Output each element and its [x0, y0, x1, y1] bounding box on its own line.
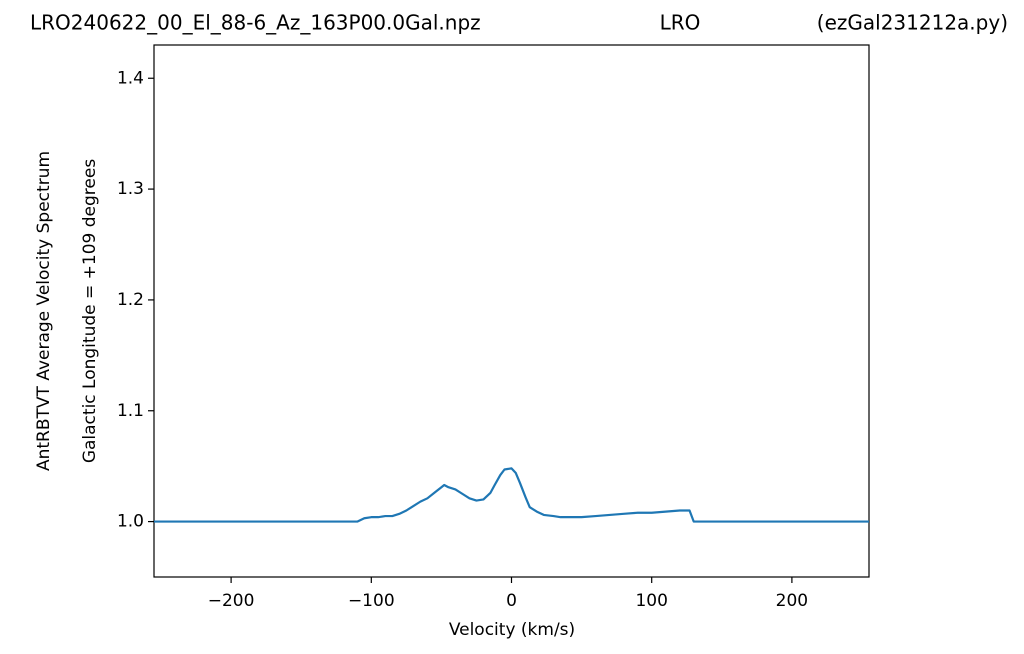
x-tick-label: 0 [506, 591, 517, 611]
y-tick-label: 1.1 [117, 401, 144, 421]
x-tick-label: −200 [208, 591, 255, 611]
y-label: Galactic Longitude = +109 degrees [80, 159, 100, 463]
title-left: LRO240622_00_El_88-6_Az_163P00.0Gal.npz [30, 11, 481, 35]
data-line [154, 467, 869, 523]
x-label: Velocity (km/s) [449, 620, 575, 640]
x-tick-label: 200 [776, 591, 808, 611]
title-right: (ezGal231212a.py) [817, 11, 1008, 35]
y-tick-label: 1.0 [117, 512, 144, 532]
plot-frame [153, 44, 870, 578]
title-center: LRO [660, 11, 701, 35]
y-tick-label: 1.2 [117, 290, 144, 310]
y-tick-label: 1.3 [117, 179, 144, 199]
y-label: AntRBTVT Average Velocity Spectrum [34, 151, 54, 471]
x-tick-label: 100 [635, 591, 667, 611]
y-tick-label: 1.4 [117, 68, 144, 88]
x-tick-label: −100 [348, 591, 395, 611]
